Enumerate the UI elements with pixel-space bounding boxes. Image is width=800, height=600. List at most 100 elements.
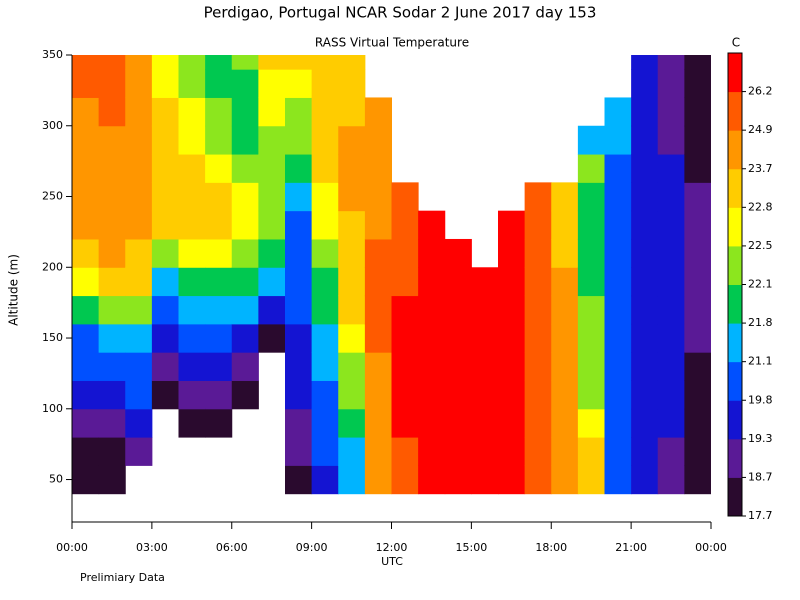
cell [72, 69, 100, 98]
cell [551, 267, 579, 297]
cell [231, 380, 259, 410]
cell [338, 182, 366, 212]
chart-title: Perdigao, Portugal NCAR Sodar 2 June 201… [204, 4, 597, 22]
cell [311, 323, 339, 353]
cell [205, 380, 233, 410]
cell [258, 182, 286, 212]
cell [577, 437, 605, 466]
cell [391, 437, 419, 466]
cell [258, 238, 286, 268]
cell [498, 295, 526, 325]
cell [311, 69, 339, 98]
cell [471, 323, 499, 353]
cell [231, 238, 259, 268]
cell [444, 238, 472, 268]
cell [72, 125, 100, 155]
cell [231, 97, 259, 127]
cell [631, 352, 659, 381]
cell [205, 295, 233, 325]
cell [72, 238, 100, 268]
y-tick-label: 50 [49, 473, 63, 486]
cell [285, 323, 313, 353]
cell [551, 323, 579, 353]
cell [524, 437, 552, 466]
cell [684, 437, 711, 466]
cell [338, 55, 366, 70]
cell [151, 55, 179, 70]
cell [364, 352, 392, 381]
cell [418, 352, 446, 381]
cell [205, 97, 233, 127]
cell [338, 465, 366, 495]
x-tick-label: 03:00 [136, 541, 168, 554]
cell [391, 352, 419, 381]
cell [631, 323, 659, 353]
cell [498, 437, 526, 466]
cell [205, 55, 233, 70]
cell [338, 154, 366, 183]
cell [418, 380, 446, 410]
cell [577, 125, 605, 155]
cell [125, 323, 153, 353]
cell [311, 125, 339, 155]
cell [471, 408, 499, 438]
cell [631, 97, 659, 127]
cell [258, 267, 286, 297]
cell [604, 97, 632, 127]
cell [338, 352, 366, 381]
cell [98, 210, 126, 240]
cell [285, 380, 313, 410]
colorbar-swatch [728, 438, 742, 478]
cell [657, 323, 685, 353]
colorbar-swatch [728, 361, 742, 401]
cell [657, 267, 685, 297]
cell [98, 295, 126, 325]
cell [364, 465, 392, 495]
cell [391, 295, 419, 325]
cell [98, 352, 126, 381]
x-tick-label: 12:00 [376, 541, 408, 554]
cell [151, 323, 179, 353]
y-tick-label: 150 [42, 331, 63, 344]
cell [125, 69, 153, 98]
cell [471, 437, 499, 466]
cell [311, 97, 339, 127]
cell [98, 69, 126, 98]
cell [258, 69, 286, 98]
cell [577, 238, 605, 268]
cell [631, 295, 659, 325]
cell [285, 69, 313, 98]
cell [72, 408, 100, 438]
cell [285, 352, 313, 381]
cell [577, 154, 605, 183]
cell [285, 437, 313, 466]
note: Prelimiary Data [80, 571, 165, 584]
cell [364, 437, 392, 466]
cell [311, 267, 339, 297]
cell [604, 437, 632, 466]
colorbar-tick-label: 23.7 [748, 162, 773, 175]
cell [258, 125, 286, 155]
cell [125, 125, 153, 155]
chart-subtitle: RASS Virtual Temperature [315, 36, 469, 50]
cell [631, 182, 659, 212]
cell [311, 380, 339, 410]
cell [231, 352, 259, 381]
cell [205, 323, 233, 353]
y-tick-label: 300 [42, 119, 63, 132]
cell [178, 352, 206, 381]
cell [577, 465, 605, 495]
cell [98, 408, 126, 438]
cell [285, 182, 313, 212]
cell [551, 465, 579, 495]
colorbar-tick-label: 17.7 [748, 509, 773, 522]
cell [285, 97, 313, 127]
cell [551, 210, 579, 240]
cell [311, 408, 339, 438]
y-tick-label: 250 [42, 190, 63, 203]
cell [125, 408, 153, 438]
cell [551, 295, 579, 325]
cell [151, 295, 179, 325]
cell [364, 380, 392, 410]
cell [151, 182, 179, 212]
